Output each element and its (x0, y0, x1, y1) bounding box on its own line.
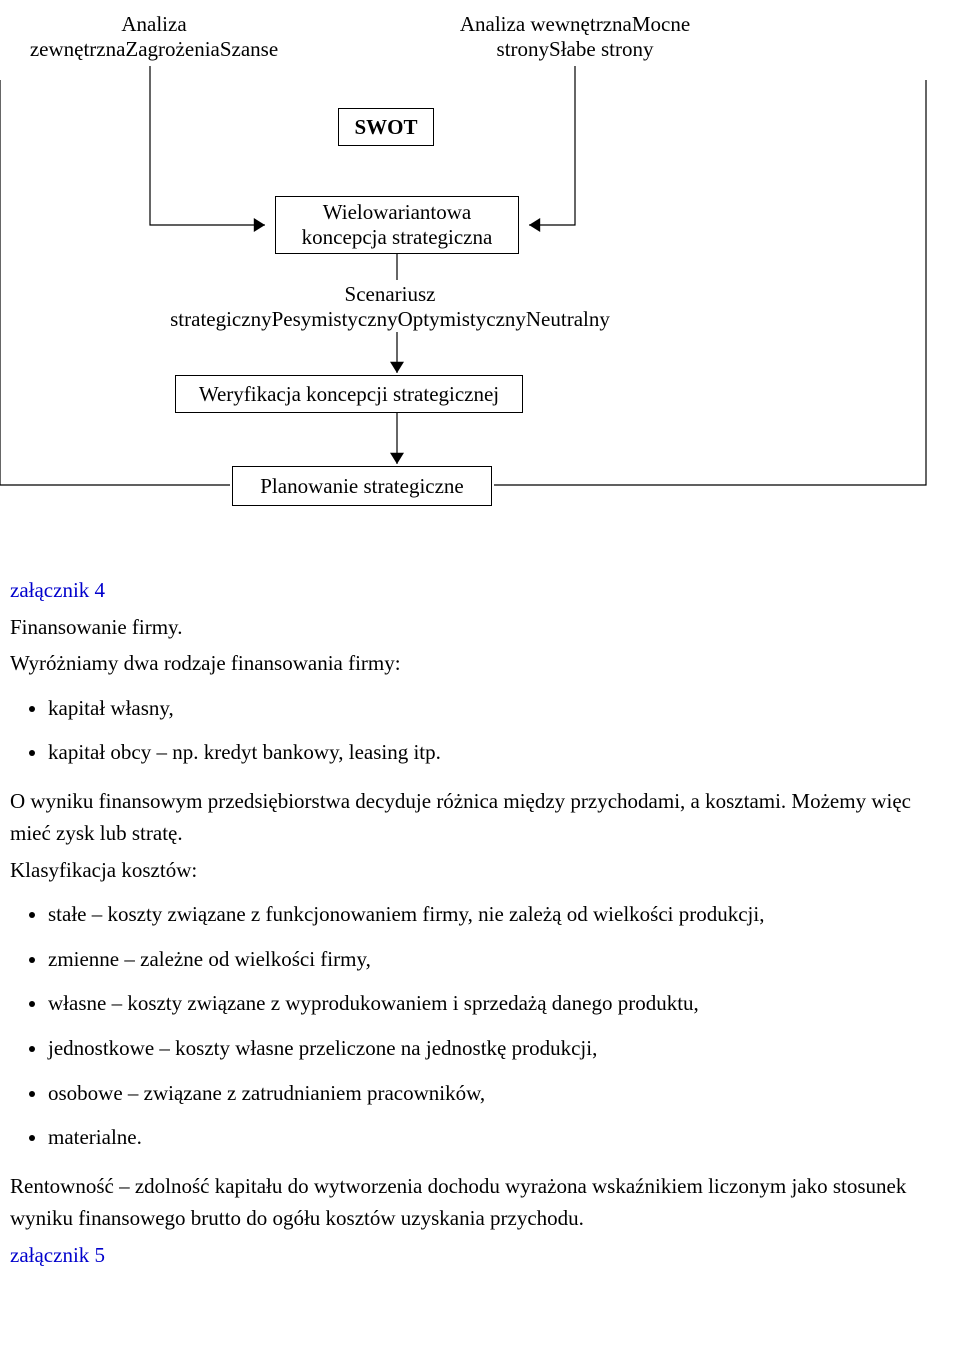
plan-label: Planowanie strategiczne (260, 474, 464, 499)
cost-list: stałe – koszty związane z funkcjonowanie… (10, 892, 950, 1159)
scenario-line2: strategicznyPesymistycznyOptymistycznyNe… (170, 307, 610, 331)
scenario-line1: Scenariusz (345, 282, 436, 306)
concept-line2: koncepcja strategiczna (302, 225, 493, 250)
header-right-line2: stronySłabe strony (497, 37, 654, 61)
header-left-line1: Analiza (121, 12, 186, 36)
list-item: własne – koszty związane z wyprodukowani… (48, 981, 950, 1026)
financing-title: Finansowanie firmy. (10, 611, 950, 644)
list-item: zmienne – zależne od wielkości firmy, (48, 937, 950, 982)
swot-box: SWOT (338, 108, 434, 146)
list-item: kapitał własny, (48, 686, 950, 731)
header-left-line2: zewnętrznaZagrożeniaSzanse (30, 37, 278, 61)
result-paragraph: O wyniku finansowym przedsiębiorstwa dec… (10, 785, 950, 850)
concept-line1: Wielowariantowa (323, 200, 471, 225)
attachment-5-link: załącznik 5 (10, 1239, 950, 1272)
concept-box: Wielowariantowa koncepcja strategiczna (275, 196, 519, 254)
body-text: załącznik 4 Finansowanie firmy. Wyróżnia… (0, 574, 960, 1295)
swot-diagram: Analiza zewnętrznaZagrożeniaSzanse Anali… (0, 0, 960, 570)
cost-class-intro: Klasyfikacja kosztów: (10, 854, 950, 887)
list-item: materialne. (48, 1115, 950, 1160)
financing-list: kapitał własny, kapitał obcy – np. kredy… (10, 686, 950, 775)
list-item: osobowe – związane z zatrudnianiem praco… (48, 1071, 950, 1116)
list-item: stałe – koszty związane z funkcjonowanie… (48, 892, 950, 937)
header-right: Analiza wewnętrznaMocne stronySłabe stro… (430, 12, 720, 62)
verify-label: Weryfikacja koncepcji strategicznej (199, 382, 499, 407)
verify-box: Weryfikacja koncepcji strategicznej (175, 375, 523, 413)
scenario-text: Scenariusz strategicznyPesymistycznyOpty… (100, 282, 680, 332)
profitability-paragraph: Rentowność – zdolność kapitału do wytwor… (10, 1170, 950, 1235)
attachment-4-link: załącznik 4 (10, 574, 950, 607)
swot-label: SWOT (354, 115, 417, 140)
header-left: Analiza zewnętrznaZagrożeniaSzanse (10, 12, 298, 62)
list-item: kapitał obcy – np. kredyt bankowy, leasi… (48, 730, 950, 775)
list-item: jednostkowe – koszty własne przeliczone … (48, 1026, 950, 1071)
header-right-line1: Analiza wewnętrznaMocne (460, 12, 690, 36)
financing-intro: Wyróżniamy dwa rodzaje finansowania firm… (10, 647, 950, 680)
plan-box: Planowanie strategiczne (232, 466, 492, 506)
